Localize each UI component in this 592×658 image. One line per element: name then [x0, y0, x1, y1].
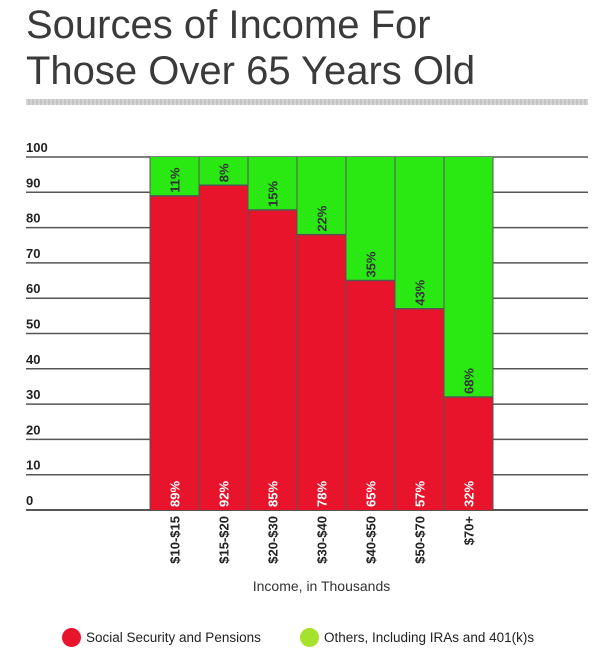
- legend-item-others: Others, Including IRAs and 401(k)s: [300, 628, 534, 647]
- title-line-1: Sources of Income For: [26, 3, 431, 47]
- x-axis-title: Income, in Thousands: [253, 578, 391, 594]
- legend-swatch-green: [300, 628, 319, 647]
- y-tick-label-80: 80: [26, 211, 40, 226]
- bar-social-security-3: [297, 234, 346, 510]
- bar-others-3: [297, 157, 346, 235]
- title-line-2: Those Over 65 Years Old: [26, 49, 476, 93]
- stacked-bar-chart: 0 10 20 30 40 50 60 70 80 90 100 89% 11% $10-$15 92% 8%…: [26, 140, 588, 594]
- x-tick-label-4: $40-$50: [364, 516, 379, 564]
- y-tick-label-90: 90: [26, 175, 40, 190]
- bar-social-security-4: [346, 280, 395, 510]
- data-label-others-1: 8%: [217, 163, 232, 182]
- data-label-social-security-2: 85%: [266, 481, 281, 507]
- chart-title: Sources of Income For Those Over 65 Year…: [26, 2, 586, 94]
- data-label-others-3: 22%: [315, 205, 330, 231]
- y-tick-label-30: 30: [26, 387, 40, 402]
- bar-others-2: [248, 157, 297, 210]
- data-label-social-security-0: 89%: [168, 481, 183, 507]
- data-label-others-5: 43%: [413, 279, 428, 305]
- data-label-others-0: 11%: [168, 167, 183, 193]
- y-tick-label-60: 60: [26, 281, 40, 296]
- bar-social-security-2: [248, 209, 297, 510]
- y-tick-label-40: 40: [26, 352, 40, 367]
- data-label-others-6: 68%: [462, 368, 477, 394]
- bar-others-0: [150, 157, 199, 196]
- data-label-social-security-6: 32%: [462, 481, 477, 507]
- y-tick-label-70: 70: [26, 246, 40, 261]
- x-tick-label-0: $10-$15: [168, 516, 183, 564]
- legend-swatch-red: [62, 628, 81, 647]
- data-label-others-2: 15%: [266, 180, 281, 206]
- x-tick-label-2: $20-$30: [266, 516, 281, 564]
- legend-item-social-security: Social Security and Pensions: [62, 628, 261, 647]
- y-tick-label-20: 20: [26, 422, 40, 437]
- data-label-others-4: 35%: [364, 251, 379, 277]
- bar-social-security-6: [444, 397, 493, 510]
- data-label-social-security-4: 65%: [364, 481, 379, 507]
- y-tick-label-10: 10: [26, 458, 40, 473]
- bar-others-6: [444, 157, 493, 398]
- data-label-social-security-1: 92%: [217, 481, 232, 507]
- y-tick-label-100: 100: [26, 140, 48, 155]
- bar-others-4: [346, 157, 395, 281]
- bar-others-5: [395, 157, 444, 309]
- x-tick-label-1: $15-$20: [217, 516, 232, 564]
- x-tick-label-5: $50-$70: [413, 516, 428, 564]
- bar-social-security-0: [150, 195, 199, 510]
- data-label-social-security-5: 57%: [413, 481, 428, 507]
- y-tick-label-0: 0: [26, 493, 33, 508]
- title-divider: [26, 99, 588, 105]
- bar-social-security-5: [395, 308, 444, 510]
- x-tick-label-3: $30-$40: [315, 516, 330, 564]
- chart-legend: Social Security and Pensions Others, Inc…: [0, 628, 592, 654]
- y-tick-label-50: 50: [26, 317, 40, 332]
- bar-others-1: [199, 157, 248, 186]
- legend-label-social-security: Social Security and Pensions: [86, 630, 261, 645]
- data-label-social-security-3: 78%: [315, 481, 330, 507]
- x-tick-label-6: $70+: [462, 516, 477, 546]
- legend-label-others: Others, Including IRAs and 401(k)s: [324, 630, 535, 645]
- bar-social-security-1: [199, 185, 248, 511]
